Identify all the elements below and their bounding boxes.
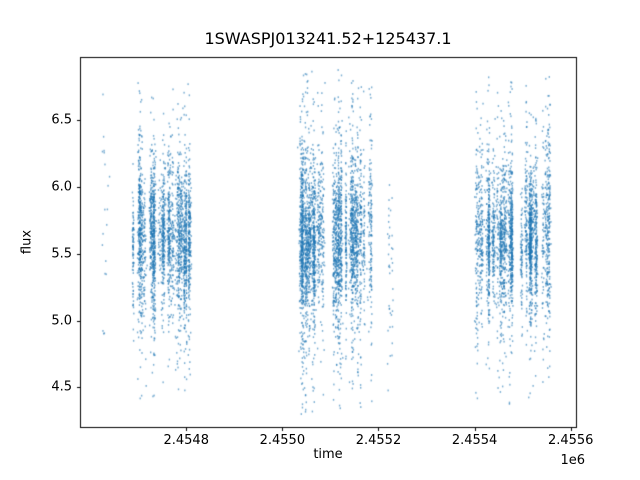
chart-title: 1SWASPJ013241.52+125437.1 <box>204 29 452 48</box>
x-tick-label: 2.4554 <box>451 433 498 448</box>
x-tick-label: 2.4550 <box>259 433 306 448</box>
x-axis-offset-label: 1e6 <box>560 453 585 468</box>
y-tick-label: 5.5 <box>51 246 72 262</box>
y-tick-label: 5.0 <box>51 313 72 329</box>
x-tick-label: 2.4552 <box>355 433 402 448</box>
x-axis-label: time <box>313 447 343 462</box>
x-tick-label: 2.4548 <box>163 433 209 448</box>
y-tick-label: 6.5 <box>51 112 72 128</box>
x-tick-label: 2.4556 <box>547 433 594 448</box>
y-tick-label: 4.5 <box>51 379 72 395</box>
y-tick-label: 6.0 <box>51 179 72 195</box>
